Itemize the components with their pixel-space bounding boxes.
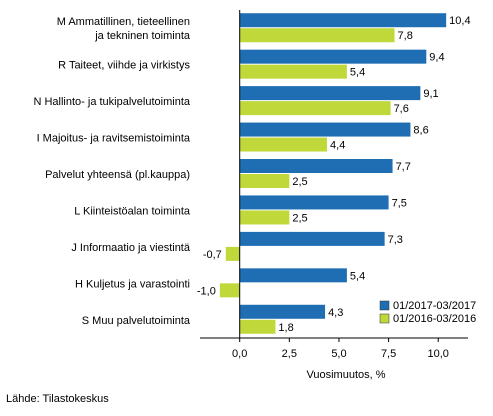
bar-series1-7 [239,268,347,283]
bar-value-label: 2,5 [292,176,307,188]
category-label: J Informaatio ja viestintä [71,242,190,254]
bar-value-label: 7,6 [394,103,409,115]
bar-value-label: -1,0 [197,285,216,297]
bar-value-label: 8,6 [413,125,428,137]
bar-series2-6 [225,246,240,261]
category-label: I Majoitus- ja ravitsemistoiminta [37,133,191,145]
category-label-line: I Majoitus- ja ravitsemistoiminta [37,133,191,145]
category-label-line: ja tekninen toiminta [94,30,191,42]
x-tick-label: 10,0 [428,348,449,360]
category-label-line: R Taiteet, viihde ja virkistys [58,60,190,72]
bar-value-label: 2,5 [292,212,307,224]
bar-value-label: 5,4 [350,270,365,282]
bar-value-label: 4,4 [330,140,345,152]
bar-series2-0 [239,28,395,43]
category-label: N Hallinto- ja tukipalvelutoiminta [33,96,190,108]
x-tick-label: 2,5 [282,348,297,360]
bar-value-label: 7,7 [396,161,411,173]
bar-value-label: -0,7 [203,249,222,261]
bar-series2-2 [239,101,391,116]
bar-value-label: 7,5 [392,197,407,209]
category-label-line: M Ammatillinen, tieteellinen [57,16,190,28]
legend-label: 01/2016-03/2016 [393,313,476,325]
value-labels-group: 10,4 7,8 9,4 5,4 9,1 7,6 8,6 4,4 7,7 2,5 7,5 2,5 7,3… [197,15,471,334]
bar-series2-4 [239,174,290,188]
category-label: S Muu palvelutoiminta [82,315,191,327]
category-label: R Taiteet, viihde ja virkistys [58,60,190,72]
category-label: M Ammatillinen, tieteellinen ja tekninen … [57,16,191,42]
bar-series1-1 [239,49,427,64]
category-label-line: J Informaatio ja viestintä [71,242,190,254]
category-label-line: L Kiinteistöalan toiminta [74,205,191,217]
x-tick-label: 7,5 [381,348,396,360]
x-tick-label: 0,0 [232,348,247,360]
bar-series1-2 [239,86,421,101]
bar-value-label: 7,8 [398,30,413,42]
bar-series1-4 [239,159,393,173]
bar-value-label: 10,4 [449,15,470,27]
category-label: Palvelut yhteensä (pl.kauppa) [45,169,190,181]
bar-value-label: 4,3 [328,307,343,319]
bar-series1-6 [239,231,385,246]
bar-value-label: 1,8 [278,322,293,334]
category-label: H Kuljetus ja varastointi [75,278,190,290]
category-labels-group: M Ammatillinen, tieteellinen ja tekninen … [33,16,190,327]
x-ticks-group: 0,0 2,5 5,0 7,5 10,0 [232,338,449,360]
legend-swatch [379,300,390,311]
category-label-line: H Kuljetus ja varastointi [75,278,190,290]
legend-label: 01/2017-03/2017 [393,300,476,312]
x-tick-label: 5,0 [331,348,346,360]
bars-group [219,13,447,334]
bar-series1-8 [239,304,326,319]
category-label: L Kiinteistöalan toiminta [74,205,191,217]
bar-value-label: 5,4 [350,67,365,79]
bar-series2-1 [239,64,347,79]
category-label-line: Palvelut yhteensä (pl.kauppa) [45,169,190,181]
bar-series2-3 [239,137,328,152]
bar-series2-7 [219,283,240,298]
bar-series2-8 [239,319,276,334]
category-label-line: N Hallinto- ja tukipalvelutoiminta [33,96,190,108]
bar-value-label: 9,1 [423,88,438,100]
source-note: Lähde: Tilastokeskus [6,393,109,405]
bar-value-label: 9,4 [429,52,444,64]
category-label-line: S Muu palvelutoiminta [82,315,191,327]
bar-series2-5 [239,210,290,225]
bar-series1-3 [239,122,411,137]
x-axis-title: Vuosimuutos, % [306,369,385,381]
bar-series1-5 [239,195,389,210]
bar-series1-0 [239,13,447,28]
bar-value-label: 7,3 [388,234,403,246]
legend-swatch [379,313,390,324]
